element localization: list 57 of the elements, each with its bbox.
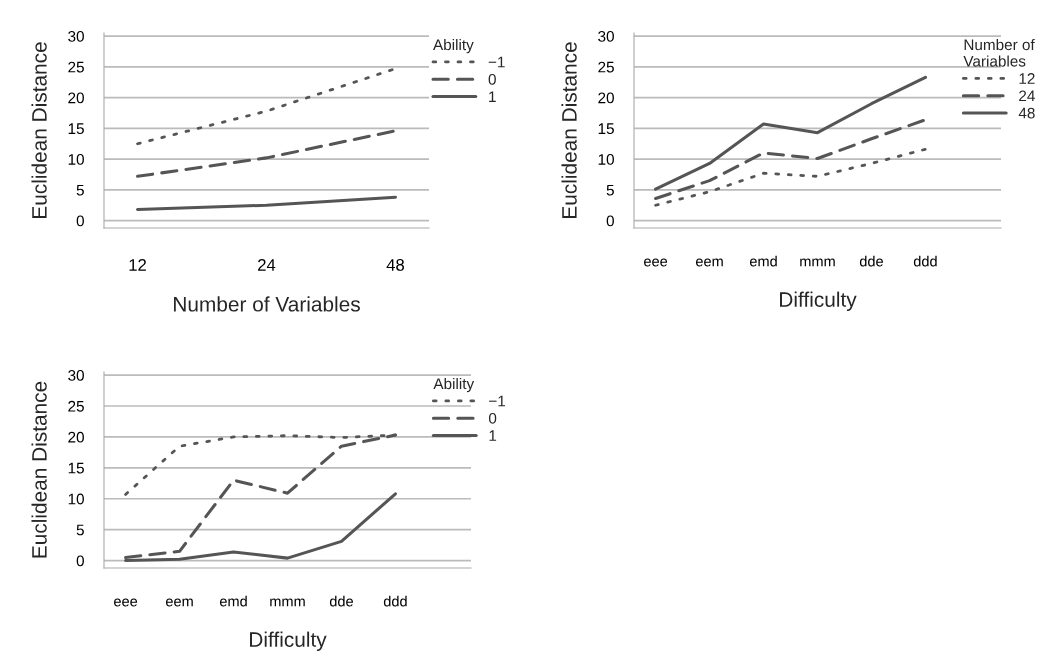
x-tick-label: emd xyxy=(219,595,247,607)
x-tick-label: eem xyxy=(166,598,193,607)
y-tick-label: 30 xyxy=(68,369,84,381)
y-tick-label: 25 xyxy=(598,61,614,73)
y-axis-title: Euclidean Distance xyxy=(31,381,47,558)
y-tick-label: 10 xyxy=(68,493,84,505)
legend-label: 24 xyxy=(1019,90,1035,102)
line-series xyxy=(654,147,927,207)
x-tick-label: eee xyxy=(114,598,138,607)
x-tick-label: 48 xyxy=(386,259,405,271)
legend-label: −1 xyxy=(489,395,506,407)
y-tick-label: 10 xyxy=(598,153,614,165)
y-tick-label: 25 xyxy=(68,61,84,73)
legend-title: Number of Variables xyxy=(963,38,1035,67)
y-tick-label: 30 xyxy=(68,30,84,42)
y-tick-label: 20 xyxy=(598,92,614,104)
y-axis-title: Euclidean Distance xyxy=(561,42,577,218)
legend-label: −1 xyxy=(488,56,505,68)
x-tick-label: 12 xyxy=(129,259,146,271)
x-tick-label: mmm xyxy=(800,258,835,267)
legend-label: 1 xyxy=(489,91,496,102)
x-tick-label: emd xyxy=(749,255,777,267)
y-tick-label: 5 xyxy=(76,184,84,196)
legend-label: 0 xyxy=(488,412,497,424)
y-tick-label: 30 xyxy=(598,30,614,42)
x-axis-title: Difficulty xyxy=(250,631,327,652)
legend-label: 1 xyxy=(489,430,497,441)
x-tick-label: ddd xyxy=(383,595,407,607)
y-tick-label: 20 xyxy=(68,92,84,104)
x-tick-label: 24 xyxy=(258,259,276,271)
y-tick-label: 5 xyxy=(606,184,614,196)
y-tick-label: 0 xyxy=(76,555,84,567)
x-tick-label: ddd xyxy=(913,255,937,267)
y-axis-title: Euclidean Distance xyxy=(31,42,47,218)
line-series xyxy=(654,118,927,200)
line-series xyxy=(654,75,927,191)
legend-title: Ability xyxy=(433,38,474,54)
legend-title: Ability xyxy=(433,377,475,393)
legend-label: 12 xyxy=(1019,73,1035,84)
y-tick-label: 5 xyxy=(76,524,84,536)
legend-label: 48 xyxy=(1018,107,1035,119)
y-tick-label: 15 xyxy=(68,123,84,135)
y-tick-label: 15 xyxy=(598,123,614,135)
x-tick-label: mmm xyxy=(270,598,305,607)
x-tick-label: eee xyxy=(644,258,668,267)
x-axis-title: Difficulty xyxy=(780,291,857,312)
legend-label: 0 xyxy=(488,73,496,85)
x-tick-label: dde xyxy=(329,595,353,607)
y-tick-label: 0 xyxy=(76,215,84,227)
x-axis-title: Number of Variables xyxy=(174,296,360,312)
x-tick-label: eem xyxy=(696,258,723,267)
y-tick-label: 25 xyxy=(68,400,84,412)
y-tick-label: 10 xyxy=(68,153,84,165)
x-tick-label: dde xyxy=(859,255,883,267)
y-tick-label: 0 xyxy=(606,215,614,227)
y-tick-label: 15 xyxy=(68,462,84,474)
y-tick-label: 20 xyxy=(68,431,84,443)
